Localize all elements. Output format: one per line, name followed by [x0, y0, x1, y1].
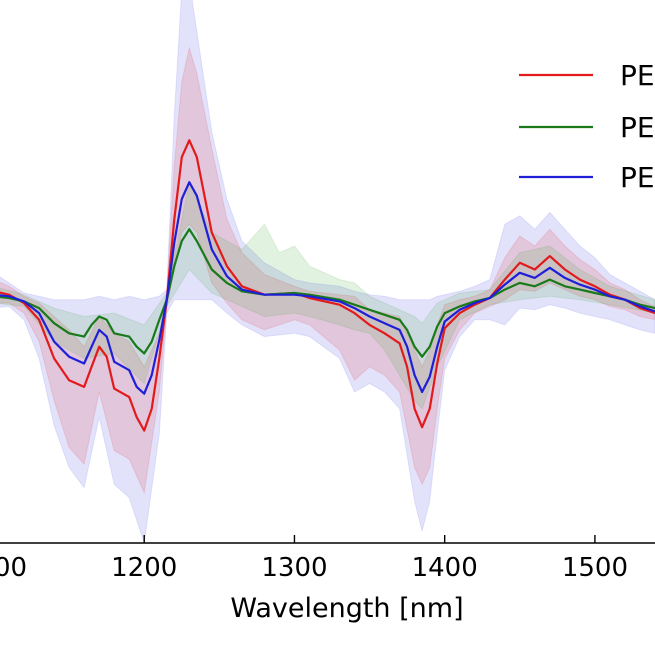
- series-lines: [0, 139, 655, 432]
- line-series-3: [0, 181, 655, 395]
- x-tick-label-1500: 1500: [562, 553, 628, 583]
- x-tick-label-1200: 1200: [111, 553, 177, 583]
- band-series-2: [0, 180, 655, 410]
- band-series-3: [0, 0, 655, 544]
- x-tick-label-1100: 1100: [0, 553, 27, 583]
- legend: PE PE PE: [519, 59, 655, 194]
- line-series-2: [0, 228, 655, 358]
- x-axis: 1100 1200 1300 1400 1500: [0, 535, 655, 583]
- x-tick-label-1300: 1300: [261, 553, 327, 583]
- legend-label-1: PE: [620, 59, 655, 92]
- legend-label-3: PE: [620, 161, 655, 194]
- x-axis-label: Wavelength [nm]: [230, 593, 463, 624]
- uncertainty-bands: [0, 0, 655, 544]
- band-series-1: [0, 46, 655, 495]
- x-tick-label-1400: 1400: [412, 553, 478, 583]
- legend-label-2: PE: [620, 111, 655, 144]
